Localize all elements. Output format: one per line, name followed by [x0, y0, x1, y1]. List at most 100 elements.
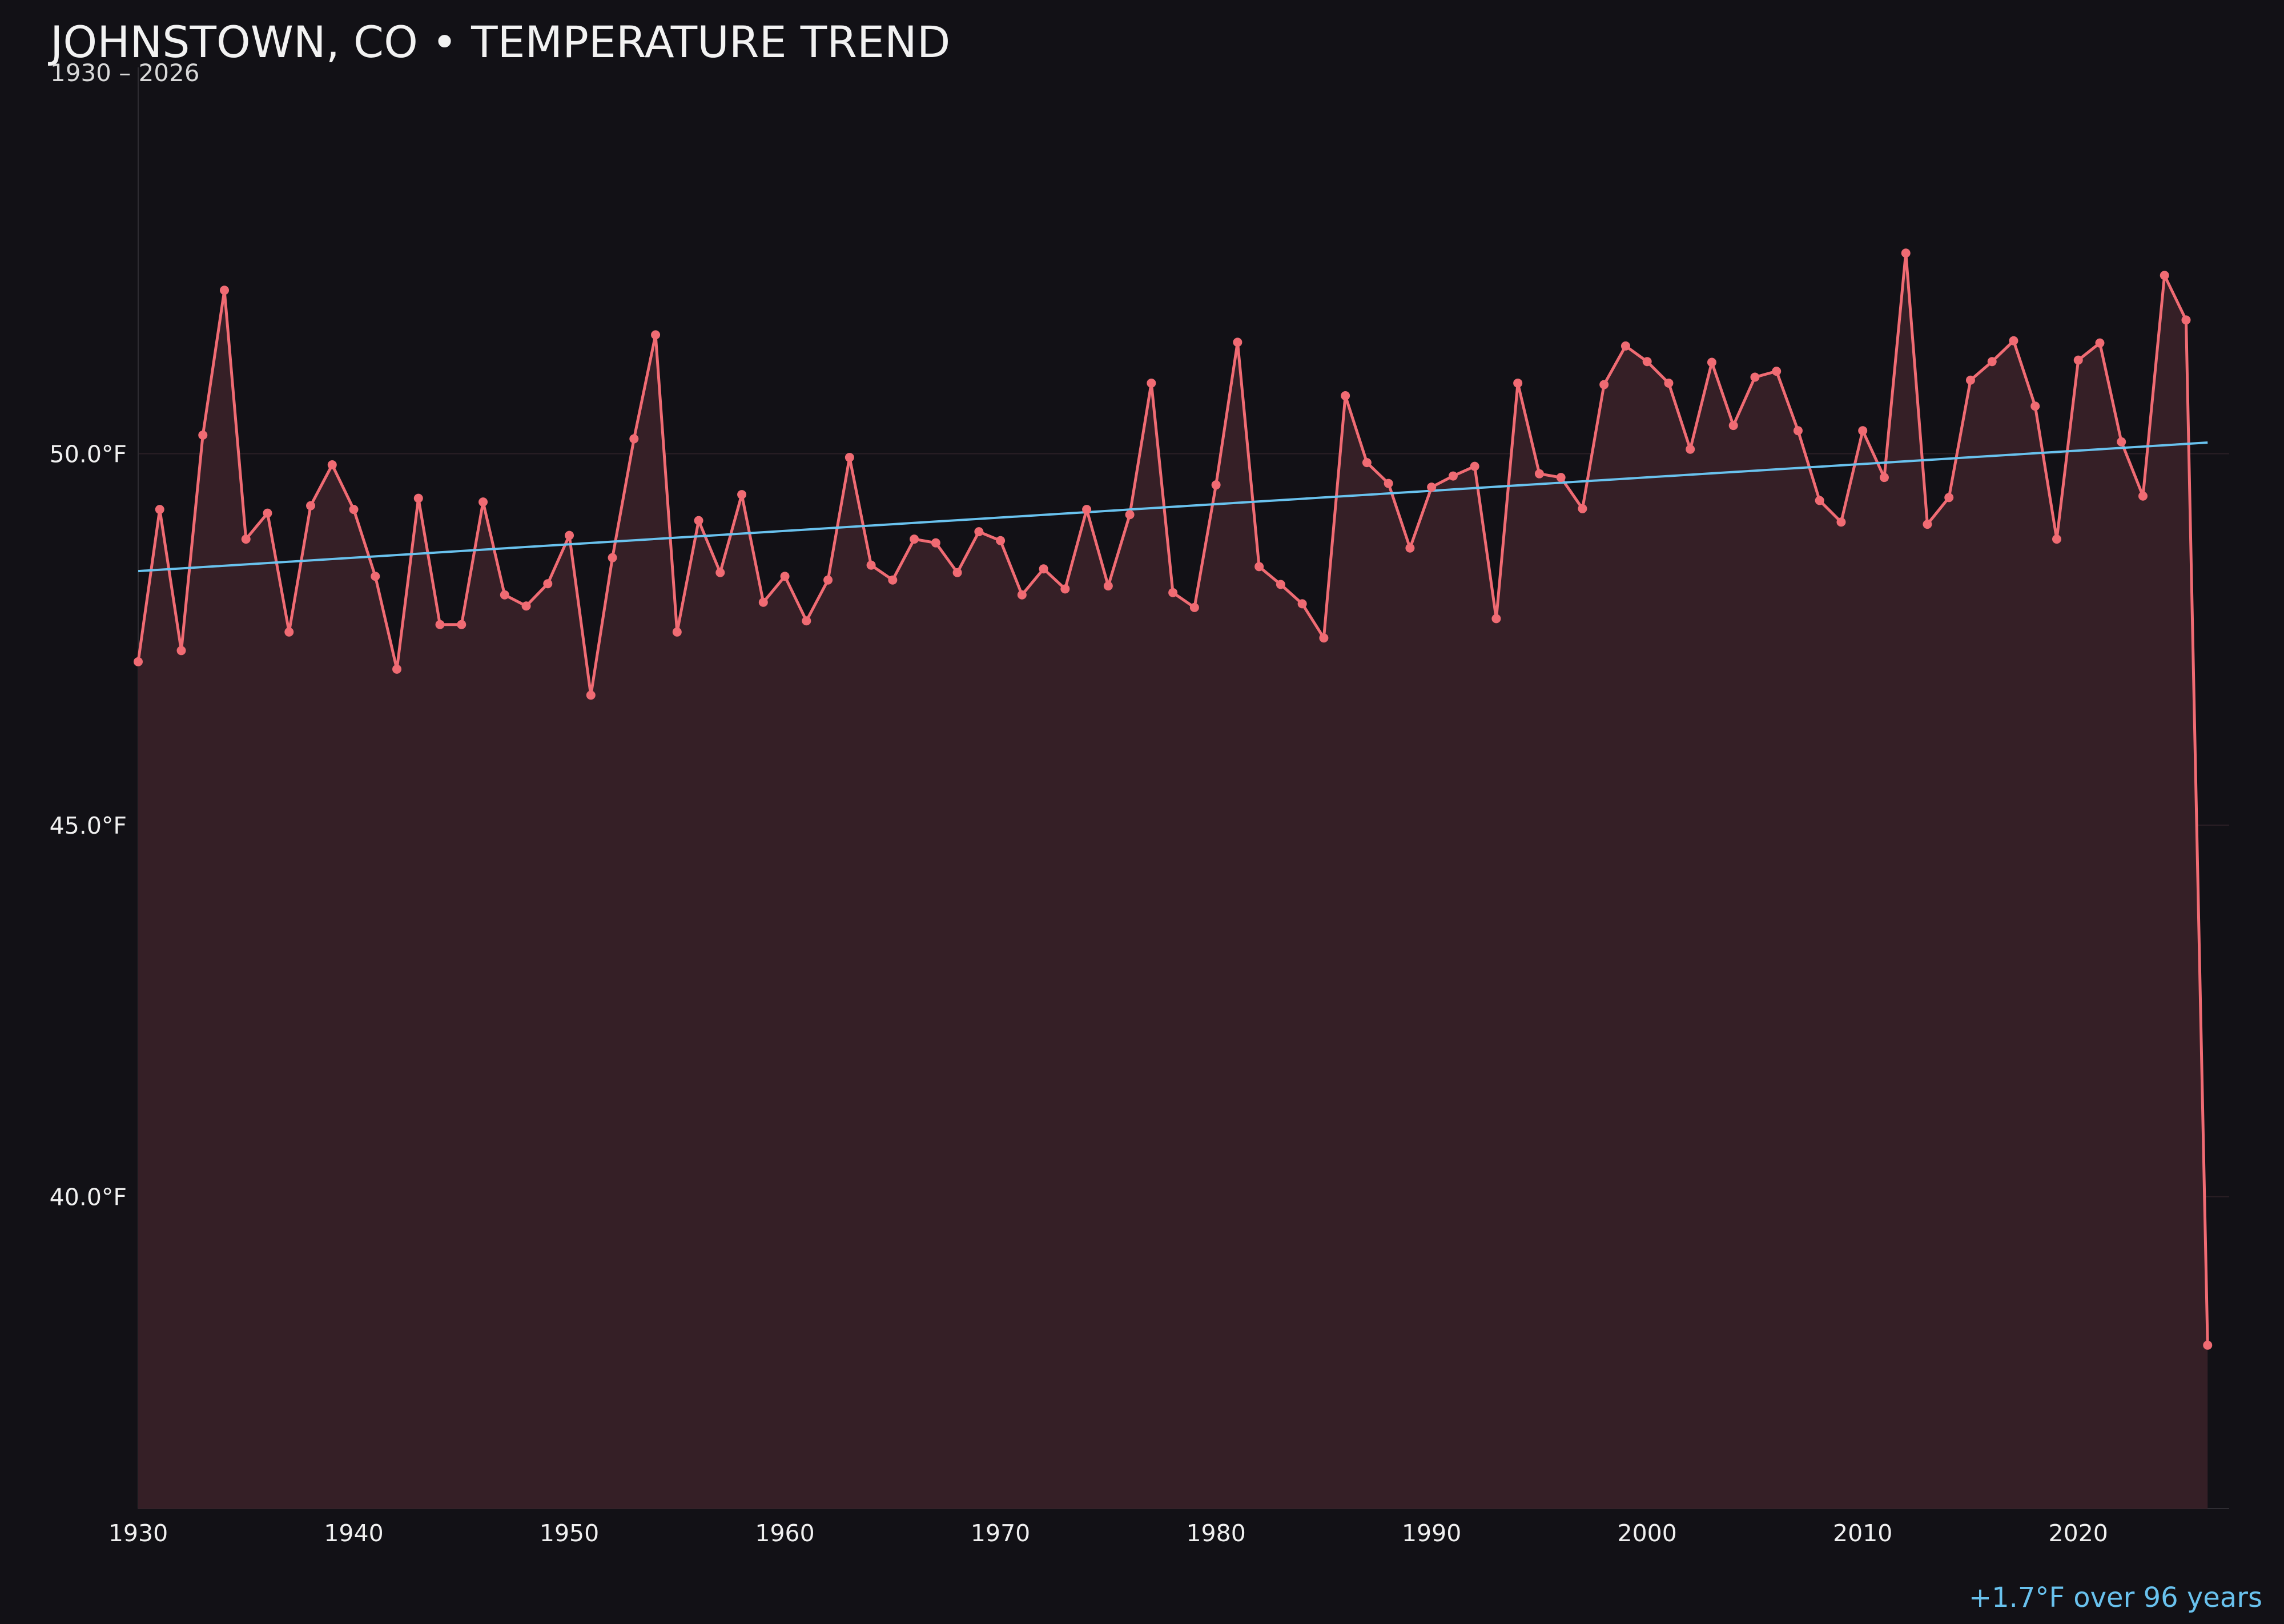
data-point-1938: [306, 501, 316, 510]
data-point-2007: [1793, 426, 1803, 436]
data-point-1943: [413, 493, 423, 503]
data-point-1963: [845, 453, 854, 463]
data-point-1955: [672, 627, 682, 637]
data-point-1996: [1556, 473, 1566, 483]
data-point-1976: [1125, 510, 1135, 520]
data-point-1980: [1211, 480, 1221, 490]
y-tick-label-2: 50.0°F: [50, 441, 127, 468]
data-point-1968: [952, 568, 962, 577]
data-point-2014: [1944, 493, 1954, 503]
data-point-1978: [1168, 588, 1178, 597]
data-point-1966: [910, 534, 919, 544]
data-point-1934: [220, 286, 230, 295]
data-point-2010: [1858, 426, 1868, 436]
chart-subtitle: 1930 – 2026: [50, 59, 199, 87]
data-point-1944: [435, 620, 445, 629]
data-point-1933: [198, 431, 208, 440]
data-point-1947: [500, 590, 509, 600]
data-point-1999: [1620, 341, 1630, 351]
data-point-1969: [974, 527, 984, 537]
data-point-2021: [2095, 338, 2105, 348]
data-point-2009: [1836, 517, 1846, 527]
data-point-1957: [715, 568, 725, 577]
data-point-1936: [263, 508, 272, 518]
data-point-2022: [2117, 437, 2126, 447]
data-point-2023: [2138, 491, 2148, 501]
data-point-1956: [694, 516, 703, 525]
data-point-1965: [888, 575, 898, 585]
data-point-2002: [1686, 444, 1695, 454]
data-point-1939: [327, 460, 337, 470]
data-point-1970: [996, 536, 1006, 545]
data-point-1960: [780, 572, 790, 581]
series-points: [134, 248, 2213, 1350]
data-point-1941: [371, 572, 380, 581]
data-point-2026: [2203, 1340, 2213, 1350]
x-tick-label-1930: 1930: [108, 1520, 168, 1547]
data-point-1975: [1103, 581, 1113, 591]
data-point-2015: [1965, 375, 1975, 385]
data-point-1987: [1362, 458, 1372, 468]
data-point-2006: [1772, 367, 1782, 376]
data-point-1958: [737, 490, 747, 500]
data-point-1990: [1427, 483, 1437, 492]
data-point-1979: [1189, 602, 1199, 612]
data-point-1953: [629, 434, 639, 444]
series-area-fill: [138, 253, 2208, 1509]
x-tick-label-2020: 2020: [2049, 1520, 2108, 1547]
data-point-1952: [608, 553, 617, 562]
data-point-1972: [1039, 564, 1048, 574]
x-tick-label-2000: 2000: [1618, 1520, 1677, 1547]
data-point-1950: [565, 530, 574, 540]
trend-line: [138, 441, 2208, 573]
x-tick-label-1940: 1940: [324, 1520, 383, 1547]
x-tick-label-1950: 1950: [540, 1520, 599, 1547]
data-point-1977: [1147, 378, 1156, 388]
data-point-2024: [2160, 271, 2169, 280]
x-tick-labels: 1930 1940 1950 1960 1970 1980 1990 2000 2010 2020: [108, 1520, 2108, 1547]
x-tick-label-2010: 2010: [1833, 1520, 1892, 1547]
data-point-2019: [2052, 534, 2061, 544]
data-point-1930: [134, 657, 143, 666]
data-point-1974: [1082, 505, 1092, 514]
data-point-1986: [1341, 391, 1350, 401]
data-point-2008: [1815, 496, 1824, 505]
data-point-1973: [1060, 584, 1070, 594]
data-point-1994: [1513, 378, 1523, 388]
y-tick-labels: 40.0°F 45.0°F 50.0°F: [50, 441, 127, 1211]
data-point-1995: [1534, 469, 1544, 479]
data-point-2001: [1664, 378, 1674, 388]
data-point-1989: [1405, 543, 1415, 553]
data-point-1982: [1254, 562, 1264, 572]
data-point-1949: [543, 579, 553, 589]
data-point-2011: [1879, 473, 1889, 483]
x-tick-label-1970: 1970: [971, 1520, 1030, 1547]
data-point-1959: [758, 597, 768, 607]
data-point-1937: [284, 627, 294, 637]
data-point-1997: [1578, 504, 1587, 513]
data-point-1984: [1297, 599, 1307, 609]
data-point-1983: [1276, 580, 1285, 589]
data-point-1985: [1319, 633, 1329, 643]
data-point-1940: [349, 505, 359, 514]
data-point-1954: [651, 330, 661, 340]
data-point-2005: [1750, 372, 1760, 382]
trend-annotation: +1.7°F over 96 years: [1969, 1582, 2262, 1614]
data-point-1942: [392, 664, 402, 674]
data-point-1948: [521, 601, 531, 611]
data-point-1998: [1599, 380, 1609, 389]
data-point-1988: [1384, 479, 1393, 488]
data-point-1964: [866, 560, 876, 570]
data-point-2016: [1987, 357, 1997, 367]
data-point-1935: [241, 534, 251, 544]
data-point-1991: [1448, 471, 1458, 481]
data-point-1961: [802, 616, 811, 626]
data-point-1993: [1491, 614, 1501, 624]
data-point-2025: [2181, 315, 2191, 325]
data-point-2013: [1923, 520, 1932, 529]
data-point-2020: [2073, 355, 2083, 365]
data-point-1992: [1470, 461, 1479, 471]
y-tick-label-0: 40.0°F: [50, 1184, 127, 1211]
data-point-2017: [2009, 336, 2018, 345]
